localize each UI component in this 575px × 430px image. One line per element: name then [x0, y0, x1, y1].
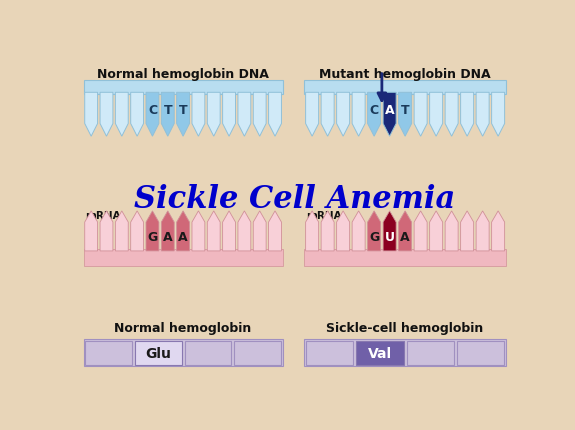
Text: Val: Val — [368, 346, 392, 360]
Bar — [407, 341, 454, 365]
Polygon shape — [238, 212, 251, 252]
Bar — [135, 341, 182, 365]
Text: T: T — [401, 104, 409, 117]
Polygon shape — [383, 93, 396, 137]
Polygon shape — [85, 212, 98, 252]
Polygon shape — [445, 93, 458, 137]
Text: Mutant hemoglobin DNA: Mutant hemoglobin DNA — [319, 68, 491, 81]
Polygon shape — [131, 212, 144, 252]
Polygon shape — [192, 93, 205, 137]
Polygon shape — [492, 212, 505, 252]
Polygon shape — [177, 93, 190, 137]
Text: A: A — [400, 230, 410, 243]
Polygon shape — [146, 93, 159, 137]
Text: A: A — [178, 230, 188, 243]
Polygon shape — [430, 93, 443, 137]
Text: Normal hemoglobin DNA: Normal hemoglobin DNA — [97, 68, 269, 81]
Text: U: U — [385, 230, 394, 243]
Text: A: A — [163, 230, 172, 243]
Bar — [83, 340, 283, 366]
Text: C: C — [148, 104, 157, 117]
Polygon shape — [223, 93, 236, 137]
Bar — [185, 341, 231, 365]
Polygon shape — [100, 212, 113, 252]
Polygon shape — [177, 212, 190, 252]
Polygon shape — [146, 212, 159, 252]
Polygon shape — [367, 212, 381, 252]
Polygon shape — [398, 93, 412, 137]
Text: Glu: Glu — [145, 346, 171, 360]
Bar — [304, 250, 506, 267]
Polygon shape — [269, 212, 281, 252]
Polygon shape — [352, 93, 365, 137]
Text: Sickle-cell hemoglobin: Sickle-cell hemoglobin — [327, 322, 484, 335]
Polygon shape — [476, 93, 489, 137]
Polygon shape — [461, 93, 474, 137]
Bar — [356, 341, 404, 365]
Polygon shape — [306, 93, 319, 137]
Text: Sickle Cell Anemia: Sickle Cell Anemia — [133, 184, 455, 215]
Polygon shape — [131, 93, 144, 137]
Polygon shape — [336, 93, 350, 137]
Text: mRNA: mRNA — [306, 210, 342, 220]
Bar — [83, 250, 283, 267]
Text: G: G — [369, 230, 380, 243]
Polygon shape — [367, 93, 381, 137]
Polygon shape — [162, 93, 174, 137]
Polygon shape — [253, 212, 266, 252]
Polygon shape — [476, 212, 489, 252]
Bar — [306, 341, 353, 365]
Polygon shape — [253, 93, 266, 137]
Text: A: A — [385, 104, 394, 117]
Polygon shape — [208, 93, 220, 137]
Polygon shape — [414, 93, 427, 137]
Polygon shape — [223, 212, 236, 252]
Polygon shape — [336, 212, 350, 252]
Bar — [457, 341, 504, 365]
Polygon shape — [116, 93, 128, 137]
Polygon shape — [238, 93, 251, 137]
Polygon shape — [162, 212, 174, 252]
Text: Normal hemoglobin: Normal hemoglobin — [114, 322, 252, 335]
Bar — [235, 341, 281, 365]
Bar — [85, 341, 132, 365]
Polygon shape — [383, 212, 396, 252]
Polygon shape — [192, 212, 205, 252]
Text: T: T — [163, 104, 172, 117]
Polygon shape — [430, 212, 443, 252]
Polygon shape — [398, 212, 412, 252]
Polygon shape — [208, 212, 220, 252]
Polygon shape — [85, 93, 98, 137]
Polygon shape — [492, 93, 505, 137]
Polygon shape — [445, 212, 458, 252]
Text: mRNA: mRNA — [85, 210, 121, 220]
Bar — [83, 81, 283, 95]
Text: C: C — [370, 104, 379, 117]
Bar — [304, 340, 506, 366]
Polygon shape — [321, 212, 334, 252]
Polygon shape — [321, 93, 334, 137]
Text: G: G — [147, 230, 158, 243]
Polygon shape — [100, 93, 113, 137]
Polygon shape — [352, 212, 365, 252]
Text: T: T — [179, 104, 187, 117]
Bar — [304, 81, 506, 95]
Polygon shape — [306, 212, 319, 252]
Polygon shape — [414, 212, 427, 252]
Polygon shape — [269, 93, 281, 137]
Polygon shape — [461, 212, 474, 252]
Polygon shape — [116, 212, 128, 252]
